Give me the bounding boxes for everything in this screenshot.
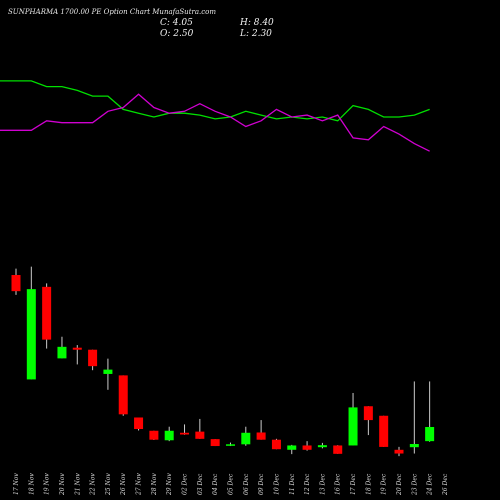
x-tick-label: 23 Dec <box>411 473 418 496</box>
candle-down <box>180 432 190 435</box>
x-tick-label: 03 Dec <box>197 473 204 495</box>
candle-up <box>348 407 358 446</box>
x-tick-label: 27 Nov <box>136 473 143 496</box>
x-tick-label: 28 Nov <box>151 473 158 496</box>
candle-up <box>103 369 113 374</box>
close-value: C: 4.05 <box>160 18 193 28</box>
x-tick-label: 13 Dec <box>319 473 326 495</box>
candle-up <box>241 432 251 445</box>
x-tick-label: 24 Dec <box>427 473 434 496</box>
x-tick-label: 12 Dec <box>304 473 311 495</box>
candle-down <box>134 417 144 430</box>
candle-up <box>287 445 297 450</box>
x-tick-label: 21 Nov <box>74 473 81 496</box>
x-tick-label: 20 Dec <box>396 473 403 496</box>
candle-down <box>302 445 312 450</box>
x-tick-label: 09 Dec <box>258 473 265 495</box>
candle-down <box>394 449 404 454</box>
x-tick-label: 04 Dec <box>212 473 219 495</box>
candle-up <box>164 430 174 441</box>
x-tick-label: 11 Dec <box>289 473 296 495</box>
low-value: L: 2.30 <box>240 29 272 39</box>
x-tick-label: 17 Dec <box>350 473 357 495</box>
candle-down <box>72 347 82 350</box>
x-tick-label: 10 Dec <box>273 473 280 495</box>
candle-down <box>363 406 373 421</box>
candle-up <box>317 445 327 448</box>
overlay-line-1 <box>0 80 430 122</box>
candle-down <box>11 275 21 292</box>
candle-down <box>149 430 159 440</box>
x-tick-label: 17 Nov <box>13 473 20 495</box>
candle-down <box>379 415 389 447</box>
candle-down <box>271 439 281 450</box>
x-tick-label: 22 Nov <box>90 473 97 496</box>
candle-up <box>26 289 36 380</box>
candle-up <box>225 444 235 446</box>
x-tick-label: 18 Dec <box>365 473 372 495</box>
candle-down <box>210 439 220 447</box>
candle-down <box>42 286 52 340</box>
x-tick-label: 06 Dec <box>243 473 250 495</box>
candle-up <box>409 444 419 448</box>
candle-down <box>333 445 343 454</box>
x-tick-label: 19 Nov <box>44 473 51 495</box>
x-tick-label: 29 Nov <box>166 473 173 496</box>
chart-title: SUNPHARMA 1700.00 PE Option Chart Munafa… <box>8 8 217 16</box>
x-tick-label: 16 Dec <box>335 473 342 495</box>
x-tick-label: 05 Dec <box>227 473 234 495</box>
candle-down <box>118 375 128 415</box>
candle-up <box>57 346 67 359</box>
candle-down <box>256 432 266 440</box>
candle-up <box>425 427 435 442</box>
x-tick-label: 19 Dec <box>381 473 388 495</box>
x-tick-label: 20 Nov <box>59 473 66 496</box>
overlay-line-2 <box>0 93 430 152</box>
x-tick-label: 18 Nov <box>28 473 35 495</box>
x-tick-label: 26 Nov <box>120 473 127 496</box>
x-tick-label: 02 Dec <box>182 473 189 495</box>
high-value: H: 8.40 <box>240 18 274 28</box>
open-value: O: 2.50 <box>160 29 194 39</box>
x-tick-label: 25 Nov <box>105 473 112 496</box>
candle-down <box>88 349 98 367</box>
candle-down <box>195 431 205 439</box>
x-tick-label: 26 Dec <box>442 473 449 496</box>
